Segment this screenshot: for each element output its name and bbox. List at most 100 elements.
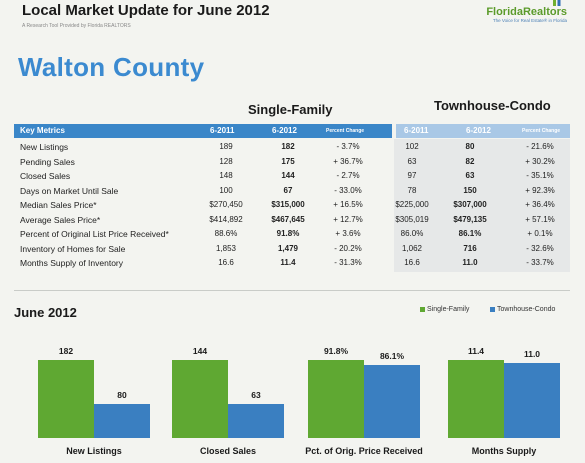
header-key-metrics: Key Metrics — [20, 126, 65, 135]
logo-text: FloridaRealtors — [486, 6, 567, 18]
row-label: Pending Sales — [20, 156, 75, 167]
bar-value-label: 91.8% — [323, 346, 349, 356]
sf-cell: + 36.7% — [333, 156, 363, 166]
sf-cell: $270,450 — [209, 200, 243, 209]
county-name: Walton County — [18, 52, 205, 82]
bar-townhouse-condo — [94, 404, 150, 438]
logo-mark-icon — [553, 0, 563, 6]
tc-cell: + 30.2% — [525, 156, 555, 166]
sf-cell: 100 — [219, 185, 233, 195]
bar-single-family — [448, 360, 504, 438]
sf-cell: 67 — [283, 185, 293, 195]
category-label: Pct. of Orig. Price Received — [305, 446, 423, 456]
bar-value-label: 11.4 — [467, 346, 485, 356]
header-tc-2012: 6-2012 — [466, 126, 491, 135]
header-sf-2012: 6-2012 — [272, 126, 297, 135]
sf-cell: $315,000 — [271, 200, 305, 209]
chart-section-title: June 2012 — [14, 305, 77, 320]
sf-cell: - 33.0% — [334, 185, 362, 195]
bar-single-family — [172, 360, 228, 438]
tc-cell: 63 — [407, 156, 417, 166]
sf-cell: - 31.3% — [334, 258, 362, 267]
row-label: New Listings — [20, 142, 69, 152]
florida-realtors-logo: FloridaRealtors The Voice for Real Estat… — [486, 0, 567, 23]
tc-cell: 1,062 — [401, 243, 423, 253]
bar-value-label: 86.1% — [379, 351, 405, 361]
bar-single-family — [308, 360, 364, 438]
tc-cell: 86.0% — [400, 229, 424, 238]
sf-cell: 128 — [219, 156, 233, 166]
sf-cell: 144 — [281, 171, 295, 180]
row-label: Average Sales Price* — [20, 214, 101, 225]
sf-cell: - 20.2% — [334, 243, 362, 253]
bar-townhouse-condo — [228, 404, 284, 438]
tc-cell: 102 — [405, 142, 419, 151]
row-label: Closed Sales — [20, 171, 71, 181]
sf-cell: + 16.5% — [333, 200, 363, 209]
tc-cell: 97 — [407, 171, 417, 180]
townhouse-panel — [394, 139, 570, 272]
row-label: Median Sales Price* — [20, 200, 97, 210]
legend-single: Single-Family — [420, 306, 469, 313]
legend-single-label: Single-Family — [427, 306, 470, 313]
row-label: Inventory of Homes for Sale — [20, 243, 126, 254]
bar-townhouse-condo — [504, 363, 560, 438]
sf-cell: 189 — [219, 142, 233, 151]
legend-blue-swatch — [490, 307, 495, 312]
bar-chart: 182 80 New Listings 144 63 Closed Sales 91.8% 8… — [0, 330, 585, 463]
row-label: Percent of Original List Price Received* — [20, 229, 169, 239]
bar-value-label: 182 — [58, 346, 74, 356]
sf-cell: 148 — [219, 171, 233, 180]
tc-cell: 86.1% — [458, 229, 482, 238]
sf-cell: $467,645 — [271, 214, 305, 224]
report-subtitle: A Research Tool Provided by Florida REAL… — [22, 23, 131, 29]
tc-cell: $225,000 — [395, 200, 429, 209]
footnote — [20, 273, 560, 278]
sf-cell: 16.6 — [218, 258, 234, 267]
table-header: Key Metrics 6-2011 6-2012 Percent Change… — [14, 124, 570, 138]
sf-cell: $414,892 — [209, 214, 243, 224]
sf-cell: 11.4 — [280, 258, 296, 267]
legend-green-swatch — [420, 307, 425, 312]
bar-value-label: 80 — [117, 390, 127, 400]
sf-cell: + 3.6% — [335, 229, 361, 238]
tc-cell: 11.0 — [462, 258, 478, 267]
tc-cell: $307,000 — [453, 200, 487, 209]
tc-cell: + 0.1% — [527, 229, 553, 238]
header-sf-pct: Percent Change — [326, 128, 365, 134]
tc-cell: + 36.4% — [525, 200, 555, 209]
sf-cell: 1,853 — [215, 243, 237, 253]
category-label: Months Supply — [471, 446, 537, 456]
tc-cell: 716 — [463, 243, 477, 253]
sf-cell: - 2.7% — [336, 171, 360, 180]
tc-cell: $479,135 — [453, 214, 487, 224]
tc-cell: 16.6 — [404, 258, 420, 267]
tc-cell: + 57.1% — [525, 214, 555, 224]
bar-value-label: 63 — [251, 390, 261, 400]
tc-cell: 80 — [465, 142, 475, 151]
tc-cell: 78 — [407, 185, 417, 195]
tc-cell: 63 — [465, 171, 475, 180]
logo-tagline: The Voice for Real Estate® in Florida — [492, 18, 567, 23]
tc-cell: - 21.6% — [526, 142, 554, 151]
bar-value-label: 11.0 — [523, 349, 541, 359]
bar-townhouse-condo — [364, 365, 420, 438]
sf-cell: 175 — [281, 156, 295, 166]
divider — [14, 290, 570, 291]
row-label: Days on Market Until Sale — [20, 185, 119, 196]
header-sf-2011: 6-2011 — [210, 126, 235, 135]
tc-cell: 82 — [465, 156, 475, 166]
row-label: Months Supply of Inventory — [20, 258, 124, 268]
tc-cell: - 35.1% — [526, 171, 554, 180]
header-tc-2011: 6-2011 — [404, 126, 429, 135]
category-label: New Listings — [66, 446, 122, 456]
legend-condo-label: Townhouse-Condo — [497, 306, 556, 313]
tc-cell: + 92.3% — [525, 185, 555, 195]
bar-value-label: 144 — [192, 346, 208, 356]
group-single-family: Single-Family — [248, 102, 333, 117]
category-label: Closed Sales — [199, 446, 257, 456]
group-townhouse-condo: Townhouse-Condo — [434, 98, 551, 113]
report-title: Local Market Update for June 2012 — [22, 2, 270, 19]
tc-cell: 150 — [463, 185, 477, 195]
legend-condo: Townhouse-Condo — [490, 306, 555, 313]
